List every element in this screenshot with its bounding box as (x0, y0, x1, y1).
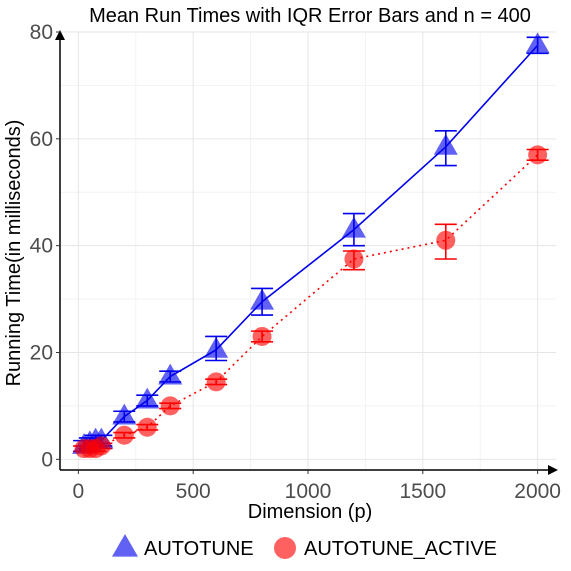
y-tick-label: 80 (30, 21, 53, 44)
legend-label: AUTOTUNE (144, 538, 254, 560)
chart-title: Mean Run Times with IQR Error Bars and n… (89, 5, 531, 27)
data-point-triangle (112, 403, 137, 425)
data-point-circle (252, 326, 272, 346)
data-point-circle (436, 230, 456, 250)
data-point-circle (137, 417, 157, 437)
x-tick-label: 2000 (514, 480, 561, 503)
x-tick-label: 1000 (285, 480, 332, 503)
data-point-triangle (204, 336, 229, 358)
data-point-circle (160, 396, 180, 416)
legend-key-triangle (112, 533, 138, 557)
x-tick-label: 500 (176, 480, 211, 503)
x-axis-title: Dimension (p) (248, 501, 372, 523)
data-point-circle (206, 372, 226, 392)
y-axis-title: Running Time(in milliseconds) (3, 120, 25, 387)
legend-label: AUTOTUNE_ACTIVE (304, 538, 497, 560)
data-point-triangle (135, 387, 160, 409)
data-point-circle (91, 436, 111, 456)
legend-key-circle (274, 537, 296, 559)
x-tick-label: 0 (73, 480, 85, 503)
y-tick-label: 20 (30, 341, 53, 364)
data-point-circle (528, 145, 548, 165)
data-point-circle (344, 249, 364, 269)
x-tick-label: 1500 (399, 480, 446, 503)
data-point-triangle (250, 288, 275, 310)
legend: AUTOTUNE AUTOTUNE_ACTIVE (112, 533, 497, 560)
data-point-triangle (433, 133, 458, 155)
data-point-triangle (525, 32, 550, 54)
y-tick-label: 40 (30, 235, 53, 258)
x-axis-arrow (548, 465, 558, 475)
y-tick-label: 60 (30, 128, 53, 151)
y-tick-label: 0 (41, 448, 53, 471)
y-axis-arrow (55, 30, 65, 40)
data-point-circle (114, 425, 134, 445)
data-point-triangle (158, 363, 183, 385)
data-point-triangle (341, 216, 366, 238)
plot-area: 0 500 1000 1500 2000 0 20 40 60 80 (30, 21, 561, 503)
